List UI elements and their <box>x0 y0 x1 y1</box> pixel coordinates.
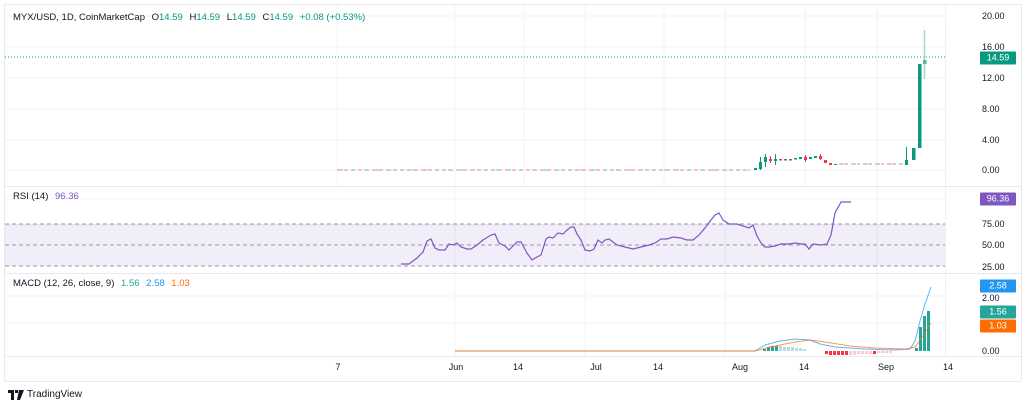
low-value: 14.59 <box>232 12 256 23</box>
close-label: C <box>262 12 270 23</box>
rsi-tick: 75.00 <box>982 219 1005 229</box>
time-label: 14 <box>942 362 954 372</box>
tradingview-icon <box>8 389 24 400</box>
brand-label: TradingView <box>27 389 83 400</box>
macd-histogram-value: 1.56 <box>121 278 140 289</box>
tradingview-logo[interactable]: TradingView <box>8 389 82 400</box>
macd-value: 2.58 <box>146 278 165 289</box>
time-label: 14 <box>798 362 810 372</box>
pane-separator[interactable] <box>5 356 1021 357</box>
time-label: Jun <box>448 362 464 372</box>
price-tick: 16.00 <box>982 42 1005 52</box>
price-tick: 0.00 <box>982 165 1000 175</box>
macd-signal-value: 1.03 <box>171 278 190 289</box>
time-label: 14 <box>652 362 664 372</box>
pane-separator[interactable] <box>5 186 1021 187</box>
time-label: 7 <box>335 362 341 372</box>
macd-pane[interactable]: MACD (12, 26, close, 9) 1.56 2.58 1.03 <box>5 274 945 356</box>
price-chart-svg <box>5 5 945 186</box>
signal-line <box>455 322 932 352</box>
rsi-tick: 25.00 <box>982 262 1005 272</box>
pane-separator[interactable] <box>5 273 1021 274</box>
macd-histogram <box>763 311 930 355</box>
price-tick: 4.00 <box>982 135 1000 145</box>
high-label: H <box>189 12 197 23</box>
rsi-tick: 50.00 <box>982 240 1005 250</box>
time-label: Jul <box>590 362 602 372</box>
macd-chart-svg <box>5 274 945 356</box>
symbol-title: MYX/USD, 1D, CoinMarketCap <box>13 12 145 23</box>
price-tick: 12.00 <box>982 73 1005 83</box>
macd-legend: MACD (12, 26, close, 9) 1.56 2.58 1.03 <box>13 278 194 289</box>
time-label: Sep <box>877 362 895 372</box>
rsi-badge: 96.36 <box>980 192 1016 206</box>
open-label: O <box>151 12 160 23</box>
macd-axis[interactable]: 2.58 2.00 1.56 1.03 0.00 <box>945 274 1022 356</box>
rsi-axis[interactable]: 96.36 75.00 50.00 25.00 <box>945 187 1022 273</box>
candles <box>754 30 927 170</box>
macd-tick: 2.00 <box>982 293 1000 303</box>
symbol-legend: MYX/USD, 1D, CoinMarketCap O14.59 H14.59… <box>13 12 369 23</box>
macd-label: MACD (12, 26, close, 9) <box>13 278 115 289</box>
rsi-line <box>401 201 851 265</box>
close-value: 14.59 <box>269 12 294 23</box>
low-label: L <box>226 12 233 23</box>
rsi-value: 96.36 <box>55 191 79 202</box>
time-label: 14 <box>512 362 524 372</box>
price-pane[interactable]: MYX/USD, 1D, CoinMarketCap O14.59 H14.59… <box>5 5 945 186</box>
price-axis[interactable]: 20.00 16.00 12.00 8.00 4.00 0.00 14.59 <box>945 5 1022 186</box>
rsi-legend: RSI (14) 96.36 <box>13 191 83 202</box>
signal-badge: 1.03 <box>980 319 1016 333</box>
rsi-label: RSI (14) <box>13 191 49 202</box>
last-price-badge: 14.59 <box>980 51 1016 65</box>
price-tick: 8.00 <box>982 104 1000 114</box>
macd-line <box>455 286 932 352</box>
price-tick: 20.00 <box>982 11 1005 21</box>
macd-tick: 0.00 <box>982 346 1000 356</box>
open-value: 14.59 <box>159 12 183 23</box>
rsi-pane[interactable]: RSI (14) 96.36 <box>5 187 945 273</box>
time-label: Aug <box>731 362 749 372</box>
chart-frame: MYX/USD, 1D, CoinMarketCap O14.59 H14.59… <box>4 4 1022 382</box>
macd-badge: 2.58 <box>980 279 1016 293</box>
change-value: +0.08 (+0.53%) <box>299 12 366 23</box>
histogram-badge: 1.56 <box>980 305 1016 319</box>
rsi-chart-svg <box>5 187 945 273</box>
high-value: 14.59 <box>196 12 221 23</box>
